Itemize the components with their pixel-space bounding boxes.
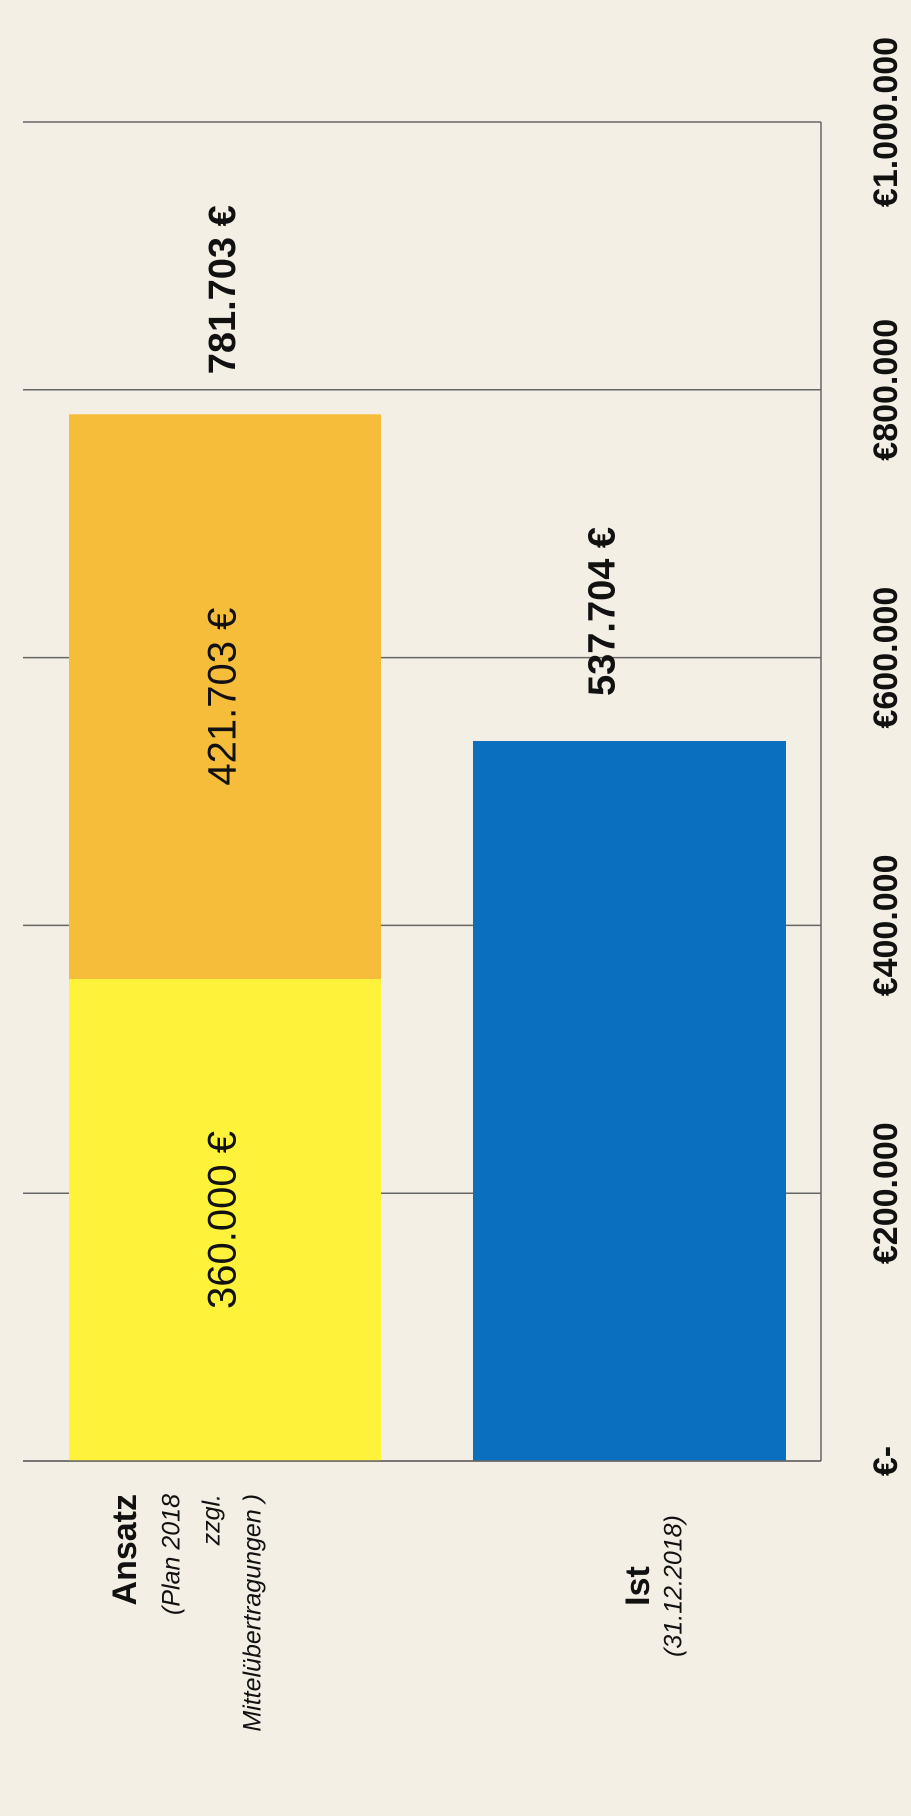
value-label: 537.704 € <box>582 527 624 696</box>
category-sublabel: (31.12.2018) <box>660 1515 688 1657</box>
value-label: 360.000 € <box>201 1131 245 1309</box>
y-tick-label: €800.000 <box>867 319 905 461</box>
value-label: 421.703 € <box>201 608 245 786</box>
category-label: Ansatz <box>106 1494 144 1605</box>
bar-segment <box>69 978 381 1461</box>
bar-segment <box>473 741 786 1461</box>
category-sublabel: (Plan 2018 <box>158 1494 186 1615</box>
category-sublabel: Mittelübertragungen ) <box>239 1494 267 1732</box>
category-sublabel: zzgl. <box>198 1494 226 1546</box>
y-tick-label: €400.000 <box>867 854 905 996</box>
category-label: Ist <box>619 1566 657 1606</box>
y-tick-label: €200.000 <box>867 1122 905 1264</box>
bar-segment <box>69 414 381 979</box>
y-tick-label: €600.000 <box>867 587 905 729</box>
total-label: 781.703 € <box>202 205 244 374</box>
y-tick-label: €- <box>867 1446 905 1476</box>
y-tick-label: €1.000.000 <box>867 37 905 207</box>
